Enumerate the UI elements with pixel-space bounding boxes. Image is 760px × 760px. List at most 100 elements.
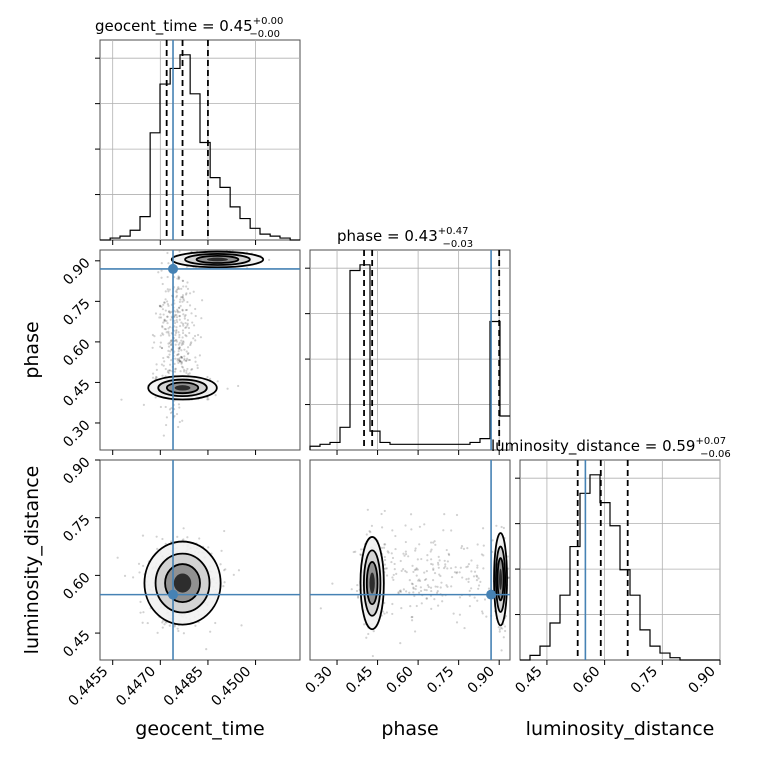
sample-point xyxy=(391,529,394,532)
sample-point xyxy=(181,296,184,299)
sample-point xyxy=(186,322,189,325)
sample-point xyxy=(186,346,190,349)
sample-point xyxy=(175,340,179,343)
sample-point xyxy=(426,584,430,587)
sample-point xyxy=(160,269,163,272)
panel-contents xyxy=(319,508,510,658)
sample-point xyxy=(173,625,176,628)
sample-point xyxy=(477,587,480,590)
panel-phase-vs-geocent-time xyxy=(99,244,301,451)
sample-point xyxy=(423,523,426,526)
sample-point xyxy=(175,328,178,332)
contour-line xyxy=(195,254,240,264)
sample-point xyxy=(240,624,243,627)
sample-point xyxy=(162,321,165,324)
sample-point xyxy=(162,250,165,251)
sample-point xyxy=(454,566,457,569)
sample-point xyxy=(174,310,177,313)
sample-point xyxy=(194,307,197,311)
sample-point xyxy=(384,567,387,570)
sample-point xyxy=(438,559,441,562)
sample-point xyxy=(160,346,164,350)
sample-point xyxy=(168,624,171,627)
sample-point xyxy=(414,547,417,550)
sample-point xyxy=(176,359,179,362)
sample-point xyxy=(482,544,485,547)
sample-point xyxy=(161,308,165,311)
sample-point xyxy=(450,529,453,532)
sample-point xyxy=(446,585,449,588)
sample-point xyxy=(175,316,179,319)
sample-point xyxy=(159,313,162,316)
sample-point xyxy=(440,581,443,584)
sample-point xyxy=(226,387,229,390)
sample-point xyxy=(178,406,181,409)
sample-point xyxy=(160,262,163,265)
sample-point xyxy=(412,570,415,574)
sample-point xyxy=(180,361,183,364)
sample-point xyxy=(439,586,442,589)
sample-point xyxy=(151,333,154,337)
sample-point xyxy=(178,357,181,360)
sample-point xyxy=(404,524,407,527)
sample-point xyxy=(442,529,445,532)
sample-point xyxy=(172,244,174,246)
sample-point xyxy=(395,572,398,575)
sample-point xyxy=(350,588,353,591)
sample-point xyxy=(178,276,181,279)
sample-point xyxy=(166,303,170,306)
sample-point xyxy=(201,299,204,302)
sample-point xyxy=(163,318,166,321)
sample-point xyxy=(182,324,185,327)
sample-point xyxy=(165,300,169,303)
sample-point xyxy=(178,287,181,290)
xlabel-phase: phase xyxy=(381,718,438,740)
sample-point xyxy=(176,311,180,314)
sample-point xyxy=(480,553,483,556)
sample-point xyxy=(196,333,200,337)
sample-point xyxy=(431,579,435,582)
density-level xyxy=(206,257,228,262)
sample-point xyxy=(479,580,482,583)
sample-point xyxy=(405,590,408,593)
sample-point xyxy=(407,555,410,558)
sample-point xyxy=(181,294,185,297)
sample-point xyxy=(504,629,507,633)
sample-point xyxy=(426,553,429,557)
sample-point xyxy=(402,552,405,555)
sample-point xyxy=(184,293,188,296)
sample-point xyxy=(178,346,181,350)
y-tick-label: 0.45 xyxy=(60,377,93,410)
sample-point xyxy=(412,587,415,590)
sample-point xyxy=(432,541,435,544)
sample-point xyxy=(161,537,164,541)
sample-point xyxy=(168,325,172,329)
sample-point xyxy=(146,621,149,625)
sample-point xyxy=(383,558,387,562)
sample-point xyxy=(365,533,368,536)
x-tick-label: 0.90 xyxy=(685,664,718,697)
sample-point xyxy=(187,373,190,376)
sample-point xyxy=(433,571,437,575)
sample-point xyxy=(179,370,182,373)
sample-point xyxy=(167,290,170,293)
sample-point xyxy=(183,359,186,362)
sample-point xyxy=(163,319,166,323)
sample-point xyxy=(232,573,235,576)
sample-point xyxy=(180,349,183,352)
sample-point xyxy=(404,540,407,544)
sample-point xyxy=(411,564,414,567)
sample-point xyxy=(178,347,181,351)
sample-point xyxy=(450,585,453,588)
sample-point xyxy=(177,350,180,353)
sample-point xyxy=(383,509,386,513)
sample-point xyxy=(450,575,454,579)
sample-point xyxy=(174,368,177,371)
sample-point xyxy=(436,561,440,564)
sample-point xyxy=(164,298,167,301)
sample-point xyxy=(417,591,421,594)
sample-point xyxy=(481,612,484,615)
sample-point xyxy=(159,334,162,337)
sample-point xyxy=(155,376,158,379)
sample-point xyxy=(445,548,448,552)
